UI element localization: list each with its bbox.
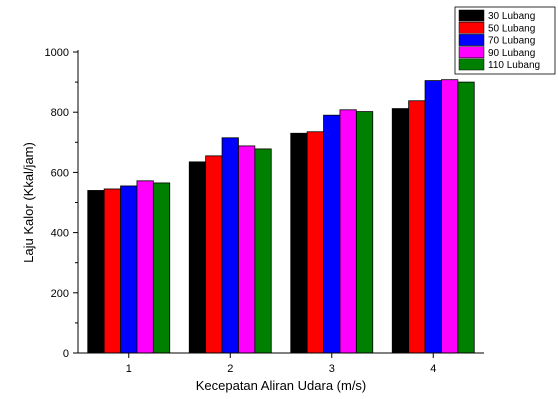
bar-110-lubang-2 bbox=[254, 148, 272, 354]
bar-110-lubang-1 bbox=[152, 182, 171, 354]
bar-90-lubang-2 bbox=[238, 145, 256, 354]
legend-label: 110 Lubang bbox=[488, 60, 540, 71]
bar-50-lubang-4 bbox=[408, 100, 426, 354]
bar-90-lubang-4 bbox=[441, 79, 459, 354]
legend-swatch bbox=[458, 21, 485, 34]
bar-50-lubang-1 bbox=[103, 188, 121, 354]
x-tick-label: 3 bbox=[329, 363, 335, 375]
legend-label: 30 Lubang bbox=[488, 11, 535, 22]
legend-swatch bbox=[458, 34, 485, 46]
bar-30-lubang-1 bbox=[87, 190, 105, 354]
legend-label: 70 Lubang bbox=[488, 36, 535, 47]
y-tick-label: 0 bbox=[63, 348, 69, 360]
bar-50-lubang-3 bbox=[306, 131, 324, 354]
legend-swatch bbox=[458, 46, 485, 59]
x-tick-label: 1 bbox=[126, 363, 132, 375]
bar-90-lubang-1 bbox=[136, 180, 154, 354]
bar-70-lubang-1 bbox=[120, 185, 138, 354]
bar-70-lubang-2 bbox=[221, 137, 239, 354]
y-tick-label: 600 bbox=[51, 167, 69, 179]
bar-30-lubang-2 bbox=[188, 161, 207, 354]
y-tick-label: 800 bbox=[51, 107, 69, 119]
bar-110-lubang-3 bbox=[355, 111, 374, 354]
legend-swatch bbox=[458, 58, 485, 71]
bar-30-lubang-4 bbox=[391, 108, 410, 354]
bar-110-lubang-4 bbox=[457, 81, 475, 354]
bar-50-lubang-2 bbox=[205, 155, 223, 354]
legend-label: 90 Lubang bbox=[488, 48, 535, 59]
bar-70-lubang-4 bbox=[424, 80, 442, 354]
y-tick-label: 400 bbox=[51, 228, 69, 240]
x-tick-label: 2 bbox=[227, 363, 233, 375]
y-tick-label: 200 bbox=[51, 288, 69, 300]
bars-group bbox=[87, 79, 475, 354]
x-ticks: 1 2 3 4 bbox=[126, 353, 436, 375]
bar-70-lubang-3 bbox=[323, 114, 341, 354]
x-axis-title: Kecepatan Aliran Udara (m/s) bbox=[196, 378, 367, 393]
x-tick-label: 4 bbox=[430, 363, 436, 375]
y-tick-label: 1000 bbox=[45, 47, 69, 59]
bar-90-lubang-3 bbox=[339, 109, 357, 354]
y-axis-title: Laju Kalor (Kkal/jam) bbox=[21, 142, 36, 263]
legend-label: 50 Lubang bbox=[488, 23, 535, 34]
bar-30-lubang-3 bbox=[290, 132, 308, 354]
y-ticks: 0 200 400 600 800 1000 bbox=[45, 47, 78, 360]
legend-swatch bbox=[458, 9, 485, 22]
